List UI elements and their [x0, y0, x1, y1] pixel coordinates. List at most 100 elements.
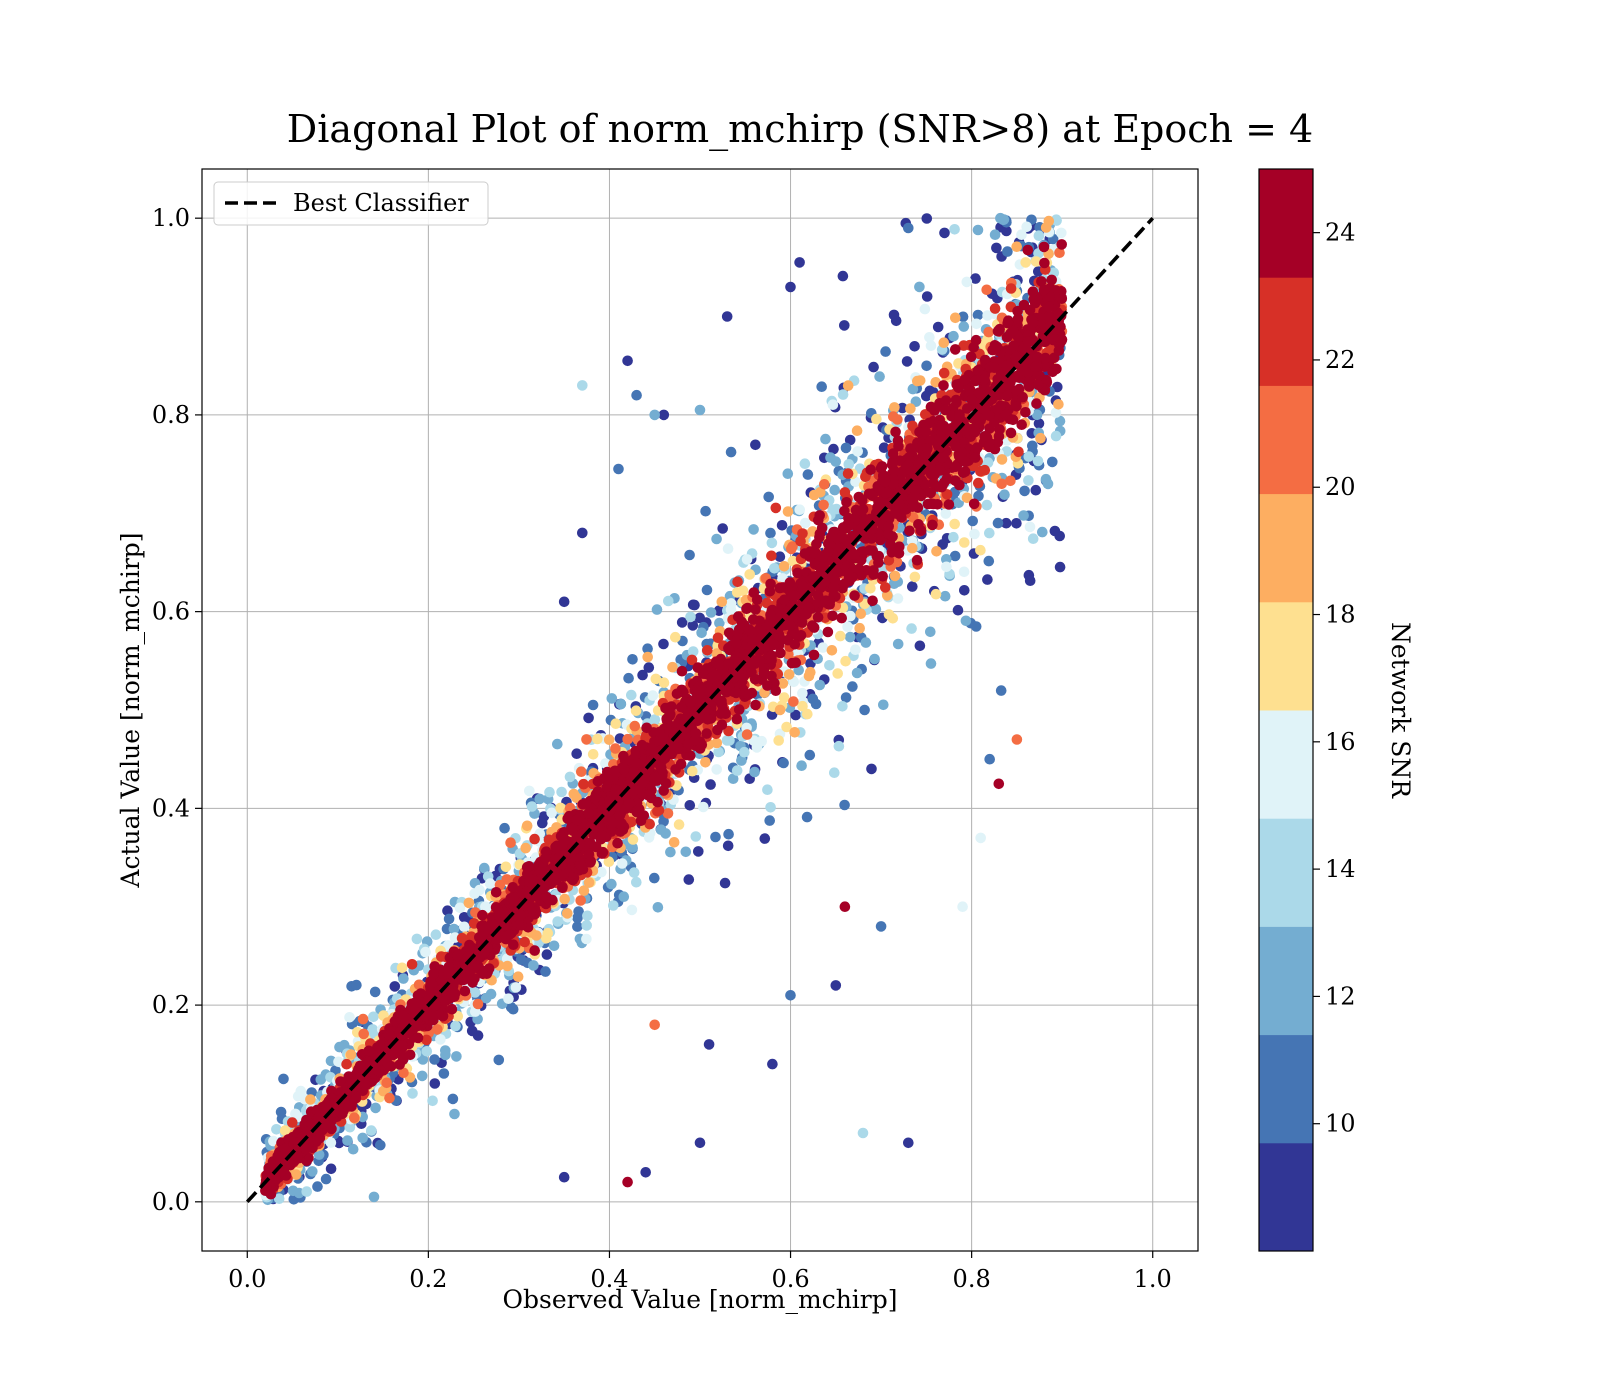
- scatter-point: [576, 766, 587, 777]
- scatter-point: [658, 638, 669, 650]
- scatter-point: [810, 698, 822, 710]
- scatter-point: [792, 567, 803, 579]
- scatter-point: [344, 1012, 355, 1023]
- scatter-point: [684, 549, 695, 561]
- scatter-point: [544, 786, 555, 798]
- scatter-point: [660, 828, 671, 839]
- scatter-point: [851, 425, 863, 437]
- scatter-point: [767, 1058, 778, 1070]
- scatter-point: [880, 582, 891, 593]
- scatter-point: [830, 980, 842, 991]
- scatter-point: [778, 692, 790, 703]
- scatter-point: [948, 531, 959, 543]
- scatter-point: [787, 555, 799, 567]
- scatter-point: [577, 527, 588, 539]
- scatter-point: [803, 670, 815, 682]
- scatter-point: [572, 912, 583, 924]
- scatter-point: [480, 992, 492, 1004]
- scatter-point: [623, 672, 634, 684]
- scatter-point: [739, 746, 750, 758]
- scatter-point: [859, 704, 870, 716]
- scatter-point: [440, 1049, 451, 1061]
- scatter-point: [842, 380, 854, 391]
- scatter-point: [863, 488, 875, 500]
- scatter-point: [429, 1054, 440, 1065]
- scatter-point: [1021, 221, 1032, 233]
- scatter-point: [626, 904, 638, 916]
- scatter-point: [1038, 241, 1050, 253]
- scatter-point: [903, 435, 915, 446]
- scatter-point: [839, 799, 850, 811]
- scatter-point: [1032, 455, 1044, 467]
- scatter-point: [804, 749, 816, 761]
- scatter-point: [519, 936, 530, 948]
- scatter-point: [967, 515, 978, 527]
- scatter-point: [924, 332, 935, 343]
- scatter-point: [961, 492, 973, 504]
- scatter-point: [502, 960, 513, 972]
- scatter-point: [837, 389, 849, 400]
- scatter-point: [503, 993, 514, 1004]
- scatter-point: [384, 1092, 395, 1104]
- scatter-point: [941, 561, 952, 573]
- scatter-point: [610, 743, 621, 754]
- scatter-point: [587, 699, 599, 711]
- scatter-point: [698, 801, 709, 813]
- scatter-point: [500, 861, 512, 873]
- scatter-point: [766, 550, 777, 562]
- scatter-point: [450, 1020, 461, 1032]
- scatter-point: [493, 1054, 505, 1066]
- scatter-point: [997, 214, 1009, 226]
- scatter-point: [797, 528, 808, 539]
- scatter-point: [814, 510, 825, 521]
- scatter-point: [665, 846, 676, 858]
- scatter-point: [466, 1025, 478, 1037]
- scatter-point: [606, 878, 617, 890]
- scatter-point: [442, 905, 453, 916]
- scatter-point: [499, 822, 510, 834]
- scatter-point: [748, 524, 759, 535]
- scatter-point: [842, 468, 854, 479]
- scatter-point: [815, 487, 826, 498]
- scatter-point: [541, 932, 552, 944]
- scatter-point: [890, 426, 901, 438]
- scatter-point: [751, 594, 763, 605]
- scatter-point: [972, 309, 984, 321]
- scatter-point: [357, 1132, 369, 1144]
- scatter-point: [631, 389, 642, 401]
- scatter-point: [777, 678, 789, 689]
- scatter-point: [585, 857, 596, 868]
- scatter-point: [389, 981, 401, 992]
- scatter-point: [971, 318, 982, 330]
- scatter-point: [874, 371, 885, 382]
- scatter-point: [650, 673, 662, 685]
- scatter-point: [802, 708, 813, 720]
- scatter-point: [474, 884, 485, 896]
- scatter-point: [912, 375, 923, 387]
- scatter-point: [983, 555, 995, 567]
- scatter-point: [950, 344, 961, 355]
- scatter-point: [794, 257, 805, 268]
- scatter-point: [1033, 230, 1045, 241]
- scatter-point: [870, 603, 882, 615]
- scatter-point: [827, 399, 839, 411]
- scatter-point: [741, 729, 753, 740]
- scatter-point: [366, 1125, 377, 1136]
- scatter-point: [932, 321, 944, 333]
- scatter-point: [642, 643, 653, 654]
- scatter-point: [1012, 305, 1023, 317]
- scatter-point: [333, 1056, 344, 1068]
- scatter-point: [999, 489, 1010, 501]
- scatter-point: [685, 611, 696, 623]
- scatter-point: [770, 685, 782, 696]
- scatter-point: [427, 1095, 438, 1107]
- scatter-point: [995, 685, 1007, 696]
- scatter-point: [989, 229, 1001, 240]
- scatter-point: [713, 605, 725, 616]
- scatter-point: [649, 409, 660, 421]
- scatter-point: [867, 595, 878, 607]
- scatter-point: [937, 539, 948, 550]
- scatter-point: [801, 811, 813, 823]
- scatter-point: [938, 367, 950, 379]
- scatter-point: [968, 498, 980, 510]
